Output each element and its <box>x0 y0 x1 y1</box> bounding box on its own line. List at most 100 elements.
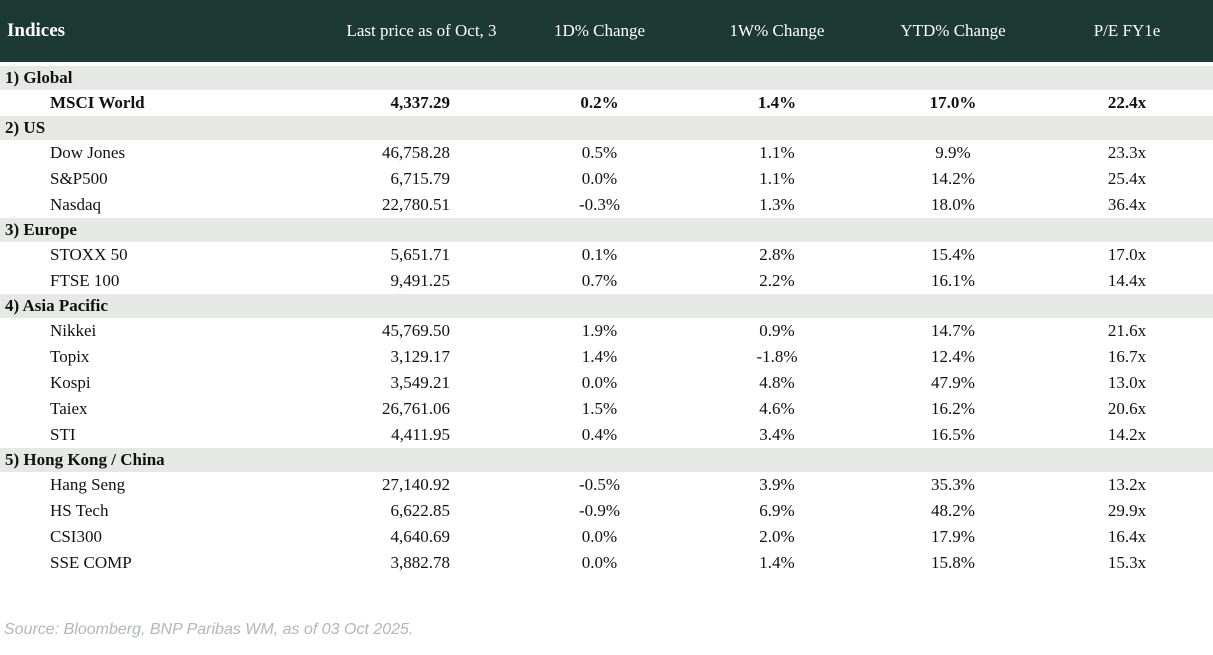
index-name: Nasdaq <box>0 192 333 218</box>
pe-fy1e: 20.6x <box>1041 396 1213 422</box>
last-price: 4,640.69 <box>333 524 510 550</box>
ytd-change: 9.9% <box>865 140 1041 166</box>
d1-change: 0.0% <box>510 166 689 192</box>
pe-fy1e: 17.0x <box>1041 242 1213 268</box>
index-name: Taiex <box>0 396 333 422</box>
w1-change: 3.4% <box>689 422 865 448</box>
pe-fy1e: 21.6x <box>1041 318 1213 344</box>
column-header-last-price: Last price as of Oct, 3 <box>333 0 510 66</box>
index-name: SSE COMP <box>0 550 333 576</box>
index-name: Kospi <box>0 370 333 396</box>
ytd-change: 35.3% <box>865 472 1041 498</box>
index-row: Hang Seng 27,140.92 -0.5% 3.9% 35.3% 13.2x <box>0 472 1213 498</box>
d1-change: 0.4% <box>510 422 689 448</box>
index-row: Taiex 26,761.06 1.5% 4.6% 16.2% 20.6x <box>0 396 1213 422</box>
w1-change: 4.8% <box>689 370 865 396</box>
index-row: CSI300 4,640.69 0.0% 2.0% 17.9% 16.4x <box>0 524 1213 550</box>
index-name: MSCI World <box>0 90 333 116</box>
indices-table: Indices Last price as of Oct, 3 1D% Chan… <box>0 0 1213 576</box>
d1-change: 1.5% <box>510 396 689 422</box>
ytd-change: 12.4% <box>865 344 1041 370</box>
index-name: STOXX 50 <box>0 242 333 268</box>
d1-change: 1.9% <box>510 318 689 344</box>
section-row: 3) Europe <box>0 218 1213 242</box>
d1-change: -0.3% <box>510 192 689 218</box>
pe-fy1e: 36.4x <box>1041 192 1213 218</box>
d1-change: 0.0% <box>510 550 689 576</box>
d1-change: 0.2% <box>510 90 689 116</box>
column-header-pe-fy1e: P/E FY1e <box>1041 0 1213 66</box>
index-name: Nikkei <box>0 318 333 344</box>
ytd-change: 48.2% <box>865 498 1041 524</box>
index-name: CSI300 <box>0 524 333 550</box>
section-row: 1) Global <box>0 64 1213 90</box>
index-name: FTSE 100 <box>0 268 333 294</box>
w1-change: 2.8% <box>689 242 865 268</box>
d1-change: 0.0% <box>510 524 689 550</box>
index-name: HS Tech <box>0 498 333 524</box>
pe-fy1e: 29.9x <box>1041 498 1213 524</box>
index-row: Dow Jones 46,758.28 0.5% 1.1% 9.9% 23.3x <box>0 140 1213 166</box>
index-row: Topix 3,129.17 1.4% -1.8% 12.4% 16.7x <box>0 344 1213 370</box>
w1-change: 1.3% <box>689 192 865 218</box>
index-row: Nikkei 45,769.50 1.9% 0.9% 14.7% 21.6x <box>0 318 1213 344</box>
d1-change: 1.4% <box>510 344 689 370</box>
ytd-change: 47.9% <box>865 370 1041 396</box>
w1-change: 0.9% <box>689 318 865 344</box>
d1-change: -0.5% <box>510 472 689 498</box>
ytd-change: 14.7% <box>865 318 1041 344</box>
section-label: 3) Europe <box>0 218 1213 242</box>
column-header-1d-change: 1D% Change <box>510 0 689 66</box>
d1-change: 0.0% <box>510 370 689 396</box>
index-row: S&P500 6,715.79 0.0% 1.1% 14.2% 25.4x <box>0 166 1213 192</box>
pe-fy1e: 22.4x <box>1041 90 1213 116</box>
ytd-change: 16.5% <box>865 422 1041 448</box>
section-label: 4) Asia Pacific <box>0 294 1213 318</box>
section-row: 5) Hong Kong / China <box>0 448 1213 472</box>
w1-change: 6.9% <box>689 498 865 524</box>
section-row: 4) Asia Pacific <box>0 294 1213 318</box>
index-row: STI 4,411.95 0.4% 3.4% 16.5% 14.2x <box>0 422 1213 448</box>
table-header: Indices Last price as of Oct, 3 1D% Chan… <box>0 0 1213 66</box>
pe-fy1e: 14.4x <box>1041 268 1213 294</box>
w1-change: 2.0% <box>689 524 865 550</box>
last-price: 26,761.06 <box>333 396 510 422</box>
pe-fy1e: 25.4x <box>1041 166 1213 192</box>
index-row: STOXX 50 5,651.71 0.1% 2.8% 15.4% 17.0x <box>0 242 1213 268</box>
ytd-change: 15.8% <box>865 550 1041 576</box>
last-price: 22,780.51 <box>333 192 510 218</box>
pe-fy1e: 16.4x <box>1041 524 1213 550</box>
column-header-1w-change: 1W% Change <box>689 0 865 66</box>
d1-change: 0.5% <box>510 140 689 166</box>
d1-change: 0.7% <box>510 268 689 294</box>
last-price: 3,549.21 <box>333 370 510 396</box>
w1-change: 1.1% <box>689 166 865 192</box>
w1-change: 1.1% <box>689 140 865 166</box>
ytd-change: 17.0% <box>865 90 1041 116</box>
pe-fy1e: 15.3x <box>1041 550 1213 576</box>
w1-change: 2.2% <box>689 268 865 294</box>
last-price: 27,140.92 <box>333 472 510 498</box>
last-price: 4,411.95 <box>333 422 510 448</box>
pe-fy1e: 23.3x <box>1041 140 1213 166</box>
last-price: 3,882.78 <box>333 550 510 576</box>
section-label: 5) Hong Kong / China <box>0 448 1213 472</box>
pe-fy1e: 16.7x <box>1041 344 1213 370</box>
index-name: Dow Jones <box>0 140 333 166</box>
index-name: Hang Seng <box>0 472 333 498</box>
w1-change: 1.4% <box>689 550 865 576</box>
section-label: 2) US <box>0 116 1213 140</box>
ytd-change: 16.2% <box>865 396 1041 422</box>
ytd-change: 17.9% <box>865 524 1041 550</box>
index-row: Nasdaq 22,780.51 -0.3% 1.3% 18.0% 36.4x <box>0 192 1213 218</box>
pe-fy1e: 14.2x <box>1041 422 1213 448</box>
table-body: 1) Global MSCI World 4,337.29 0.2% 1.4% 17.0%… <box>0 64 1213 576</box>
w1-change: -1.8% <box>689 344 865 370</box>
last-price: 3,129.17 <box>333 344 510 370</box>
source-note: Source: Bloomberg, BNP Paribas WM, as of… <box>4 621 414 638</box>
last-price: 45,769.50 <box>333 318 510 344</box>
d1-change: -0.9% <box>510 498 689 524</box>
table-title: Indices <box>0 0 333 66</box>
index-row: FTSE 100 9,491.25 0.7% 2.2% 16.1% 14.4x <box>0 268 1213 294</box>
